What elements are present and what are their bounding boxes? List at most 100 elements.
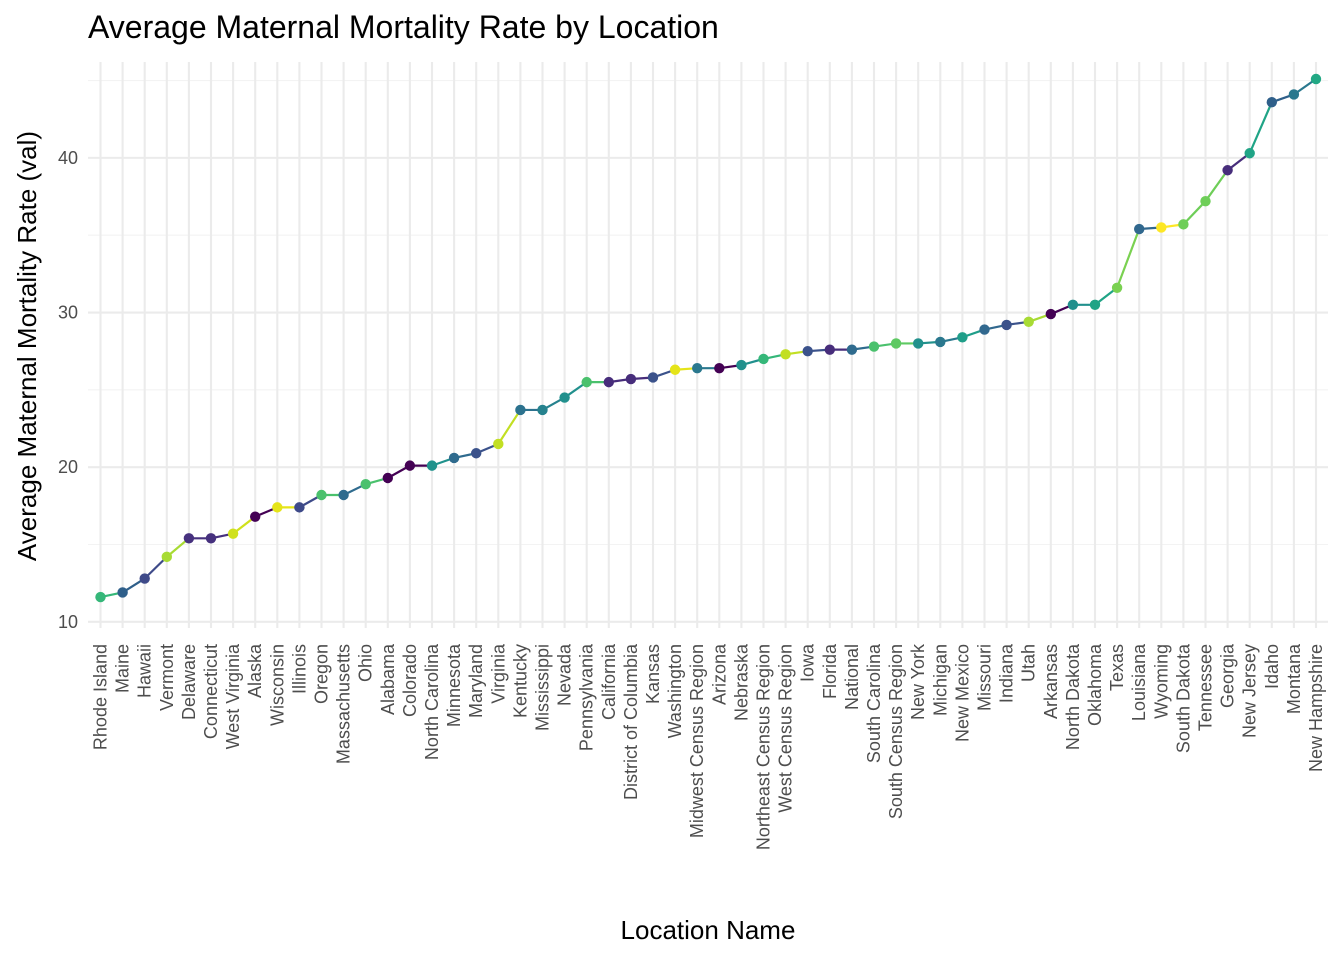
data-point xyxy=(647,372,659,383)
data-point xyxy=(537,404,548,416)
x-tick-label: Ohio xyxy=(356,644,376,682)
y-axis-ticks: 10 20 30 40 xyxy=(58,148,78,632)
line-segment xyxy=(1115,227,1141,289)
x-tick-label: National xyxy=(842,644,862,710)
data-point xyxy=(161,551,172,563)
x-tick-label: Massachusetts xyxy=(334,644,354,764)
data-point xyxy=(1310,73,1322,85)
x-tick-label: Virginia xyxy=(488,643,508,704)
x-tick-label: Rhode Island xyxy=(91,644,111,750)
data-point xyxy=(1244,148,1255,159)
line-segment xyxy=(1204,169,1229,203)
x-tick-label: Delaware xyxy=(179,644,199,720)
data-point xyxy=(1023,316,1034,328)
data-point xyxy=(1288,89,1300,100)
x-tick-label: Michigan xyxy=(930,644,950,716)
x-tick-label: Utah xyxy=(1019,644,1039,682)
x-tick-label: Alaska xyxy=(245,643,265,698)
y-axis-title: Average Maternal Mortality Rate (val) xyxy=(12,131,42,561)
data-point xyxy=(1222,165,1233,176)
x-tick-label: Northeast Census Region xyxy=(754,644,774,850)
x-tick-label: Maine xyxy=(113,644,133,693)
data-point xyxy=(979,324,990,335)
y-tick-label: 10 xyxy=(58,612,78,632)
data-point xyxy=(515,404,526,416)
x-tick-label: Arizona xyxy=(709,643,729,705)
x-tick-label: Arkansas xyxy=(1041,644,1061,719)
x-tick-label: New Mexico xyxy=(952,644,972,742)
grid xyxy=(88,62,1328,628)
x-tick-label: California xyxy=(599,643,619,720)
data-point xyxy=(868,341,880,352)
y-tick-label: 20 xyxy=(58,457,78,477)
x-tick-label: Alabama xyxy=(378,643,398,715)
y-tick-label: 30 xyxy=(58,303,78,323)
data-point xyxy=(581,376,592,388)
x-tick-label: North Carolina xyxy=(422,643,442,760)
data-point xyxy=(493,438,504,450)
series-line xyxy=(99,77,1318,599)
data-point xyxy=(846,344,858,355)
data-point xyxy=(316,489,327,501)
data-point xyxy=(669,364,681,375)
x-tick-label: District of Columbia xyxy=(621,643,641,800)
data-point xyxy=(1200,195,1211,207)
data-point xyxy=(448,452,460,464)
x-tick-label: Mississippi xyxy=(533,644,553,731)
data-point xyxy=(95,591,106,603)
x-axis-title: Location Name xyxy=(621,915,796,945)
x-tick-label: Colorado xyxy=(400,644,420,717)
data-point xyxy=(1089,299,1101,310)
x-tick-label: Nebraska xyxy=(731,643,751,721)
x-tick-label: Vermont xyxy=(157,644,177,711)
data-point xyxy=(935,336,946,348)
x-tick-label: Hawaii xyxy=(135,644,155,698)
x-tick-label: New York xyxy=(908,643,928,720)
x-tick-label: Louisiana xyxy=(1129,643,1149,721)
x-tick-label: Minnesota xyxy=(444,643,464,727)
data-point xyxy=(1156,222,1167,233)
data-point xyxy=(603,376,614,388)
y-tick-label: 40 xyxy=(58,148,78,168)
data-point xyxy=(824,344,835,355)
x-tick-label: Idaho xyxy=(1262,644,1282,689)
x-tick-label: Washington xyxy=(665,644,685,738)
data-point xyxy=(957,332,968,343)
data-point xyxy=(625,373,637,385)
x-tick-label: South Dakota xyxy=(1173,643,1193,753)
x-tick-label: Nevada xyxy=(555,643,575,706)
data-point xyxy=(1111,282,1123,293)
data-point xyxy=(692,362,703,374)
data-point xyxy=(471,448,482,459)
x-tick-label: Montana xyxy=(1284,643,1304,714)
data-point xyxy=(758,353,769,365)
data-point xyxy=(426,460,438,471)
data-point xyxy=(360,478,371,490)
data-points xyxy=(95,73,1322,603)
x-tick-label: Missouri xyxy=(975,644,995,711)
x-tick-label: North Dakota xyxy=(1063,643,1083,750)
data-point xyxy=(183,533,195,544)
x-tick-label: Iowa xyxy=(798,643,818,682)
x-tick-label: Tennessee xyxy=(1196,644,1216,731)
data-point xyxy=(1178,219,1189,230)
x-tick-label: New Jersey xyxy=(1240,644,1260,738)
data-point xyxy=(913,338,924,349)
x-tick-label: Texas xyxy=(1107,644,1127,691)
x-tick-label: Kentucky xyxy=(510,644,530,718)
x-tick-label: Midwest Census Region xyxy=(687,644,707,838)
x-tick-label: Oklahoma xyxy=(1085,643,1105,726)
data-point xyxy=(404,460,416,471)
data-point xyxy=(205,533,217,544)
x-tick-label: South Carolina xyxy=(864,643,884,763)
line-segment xyxy=(1182,200,1207,226)
data-point xyxy=(1134,223,1145,235)
data-point xyxy=(714,362,725,374)
data-point xyxy=(382,472,393,484)
data-point xyxy=(272,502,283,513)
x-tick-label: West Virginia xyxy=(223,643,243,749)
data-point xyxy=(117,587,128,598)
x-tick-label: Pennsylvania xyxy=(577,643,597,751)
data-point xyxy=(802,345,813,357)
data-point xyxy=(1266,97,1278,108)
